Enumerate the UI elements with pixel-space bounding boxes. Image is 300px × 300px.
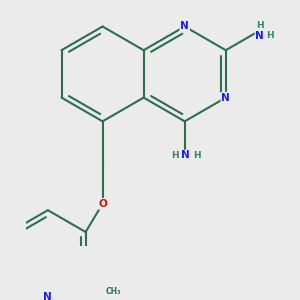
Text: H: H bbox=[171, 151, 178, 160]
Text: N: N bbox=[221, 93, 230, 103]
Text: H: H bbox=[266, 31, 274, 40]
Text: N: N bbox=[255, 31, 264, 40]
Text: N: N bbox=[182, 150, 190, 160]
Text: N: N bbox=[180, 22, 189, 32]
Text: O: O bbox=[98, 199, 107, 209]
Text: CH₃: CH₃ bbox=[105, 287, 121, 296]
Text: N: N bbox=[44, 292, 52, 300]
Text: H: H bbox=[256, 21, 263, 30]
Text: H: H bbox=[193, 151, 201, 160]
